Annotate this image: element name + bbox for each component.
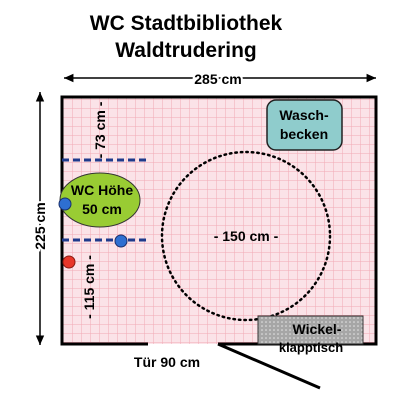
changing-table-label-line-1: Wickel- [293, 321, 342, 337]
toilet-label-line-1: WC Höhe [71, 182, 133, 198]
diagram-title: WC Stadtbibliothek Waldtrudering [0, 10, 372, 64]
alarm-button-dot [62, 255, 76, 269]
sink-label-line-2: becken [280, 126, 328, 142]
toilet-label-line-2: 50 cm [82, 201, 122, 217]
title-line-2: Waldtrudering [115, 39, 257, 62]
door-leaf [217, 342, 321, 390]
changing-table [257, 315, 364, 345]
sink-label-line-1: Wasch- [279, 107, 329, 123]
distance-label-bottom: - 115 cm - [81, 255, 97, 319]
turning-circle [160, 150, 332, 322]
changing-table-label-line-2: klapptisch [279, 340, 343, 355]
sink [266, 99, 343, 151]
depth-label: 225 cm [32, 202, 48, 249]
width-label: 285 cm [194, 71, 241, 87]
distance-label-top: - 73 cm - [92, 101, 108, 158]
turning-circle-label: - 150 cm - [214, 228, 279, 244]
title-line-1: WC Stadtbibliothek [89, 12, 283, 35]
door-label: Tür 90 cm [134, 354, 200, 370]
toilet-flush-dot [58, 197, 72, 211]
grab-bar-dot [114, 234, 128, 248]
